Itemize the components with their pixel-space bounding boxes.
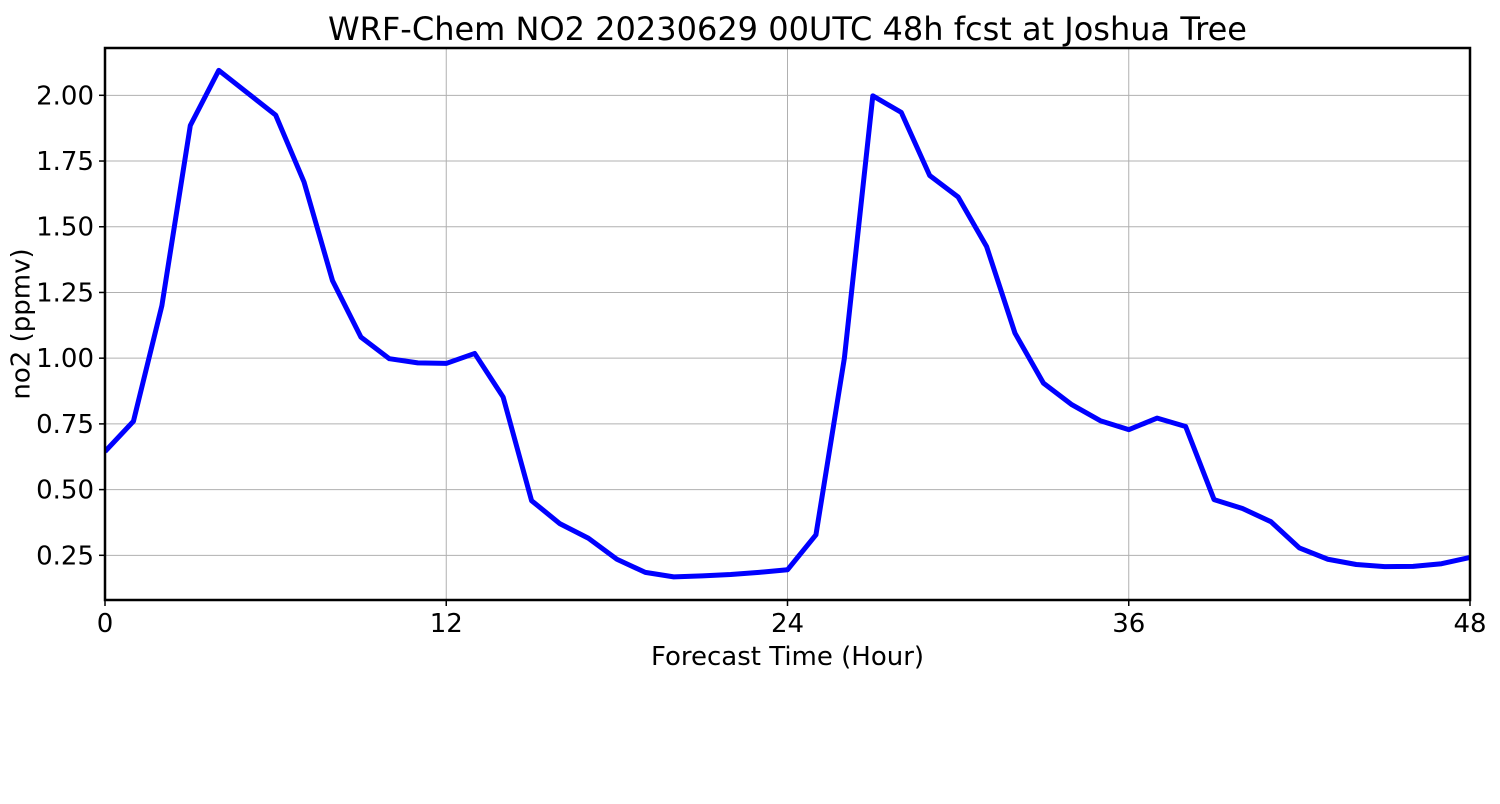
- x-tick-label: 0: [97, 609, 114, 639]
- y-tick-label: 0.25: [36, 541, 94, 571]
- x-tick-label: 36: [1112, 609, 1145, 639]
- y-axis-label: no2 (ppmv): [7, 248, 37, 399]
- y-tick-label: 1.50: [36, 213, 94, 243]
- grid-lines: [104, 48, 1471, 600]
- no2-series-line: [105, 67, 1470, 580]
- y-tick-label: 1.25: [36, 278, 94, 308]
- y-tick-label: 1.00: [36, 344, 94, 374]
- y-tick-label: 0.50: [36, 476, 94, 506]
- axis-ticks: 0 12 24 36 48 0.25 0.50 0.75 1.00 1.25 1.50 1.75 2.0…: [36, 81, 1486, 639]
- x-tick-label: 12: [430, 609, 463, 639]
- x-tick-label: 24: [771, 609, 804, 639]
- chart-title: WRF-Chem NO2 20230629 00UTC 48h fcst at …: [328, 10, 1247, 48]
- x-tick-label: 48: [1453, 609, 1486, 639]
- x-axis-label: Forecast Time (Hour): [651, 642, 924, 672]
- y-tick-label: 0.75: [36, 410, 94, 440]
- y-tick-label: 2.00: [36, 81, 94, 111]
- series-layer: [105, 67, 1470, 580]
- y-tick-label: 1.75: [36, 147, 94, 177]
